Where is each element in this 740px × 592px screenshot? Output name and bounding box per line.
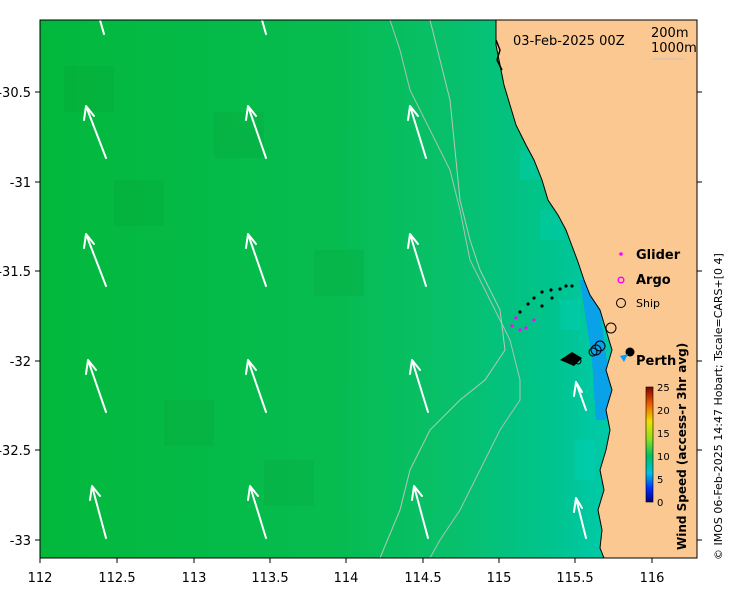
x-tick-label: 115	[487, 571, 512, 586]
x-tick-label: 113.5	[251, 571, 288, 586]
y-tick-label: -32.5	[0, 444, 31, 459]
y-tick-label: -31.5	[0, 265, 31, 280]
y-tick-label: -31	[10, 176, 31, 191]
x-tick-label: 112.5	[98, 571, 135, 586]
argo-legend-symbol	[617, 276, 625, 284]
x-tick-label: 116	[640, 571, 665, 586]
legend: Glider Argo Ship	[616, 248, 681, 310]
argo-legend-label: Argo	[636, 273, 671, 288]
colorbar-tick-20: 20	[657, 406, 670, 417]
ship-markers	[574, 322, 617, 365]
y-axis-labels: -30.5 -31 -31.5 -32 -32.5 -33	[0, 86, 31, 549]
colorbar-tick-0: 0	[657, 498, 663, 509]
glider-track	[518, 284, 574, 314]
timestamp-label: 03-Feb-2025 00Z	[513, 34, 625, 49]
ship-legend-label: Ship	[636, 297, 660, 310]
y-tick-label: -30.5	[0, 86, 31, 101]
plot-frame	[39, 19, 698, 559]
colorbar-tick-5: 5	[657, 475, 663, 486]
colorbar-tick-15: 15	[657, 429, 670, 440]
colorbar-tick-25: 25	[657, 383, 670, 394]
contour-200m	[389, 19, 521, 559]
colorbar-scale	[645, 386, 654, 503]
glider-legend-label: Glider	[636, 248, 681, 263]
colorbar-tick-10: 10	[657, 452, 670, 463]
glider-legend-symbol	[619, 252, 623, 256]
x-axis-labels: 112 112.5 113 113.5 114 114.5 115 115.5 …	[28, 571, 665, 586]
x-tick-label: 113	[182, 571, 207, 586]
credit-label: © IMOS 06-Feb-2025 14:47 Hobart; Tscale=…	[712, 253, 725, 560]
wind-arrows	[83, 19, 587, 539]
glider-positions	[510, 316, 536, 332]
contour-label-200m: 200m	[651, 26, 688, 41]
colorbar-title: Wind Speed (access-r 3hr avg)	[675, 343, 689, 550]
x-tick-label: 114	[334, 571, 359, 586]
x-tick-label: 114.5	[404, 571, 441, 586]
y-tick-label: -32	[10, 355, 31, 370]
perth-label: Perth	[636, 354, 676, 369]
ship-legend-symbol	[616, 298, 626, 308]
y-tick-label: -33	[10, 534, 31, 549]
colorbar: 25 20 15 10 5 0 Wind Speed (access-r 3hr…	[645, 343, 689, 550]
contour-1000m	[379, 19, 506, 559]
x-tick-label: 115.5	[556, 571, 593, 586]
contour-label-1000m: 1000m	[651, 41, 697, 56]
plot-area	[39, 19, 698, 559]
axis-tick-marks	[35, 91, 702, 563]
x-tick-label: 112	[28, 571, 53, 586]
